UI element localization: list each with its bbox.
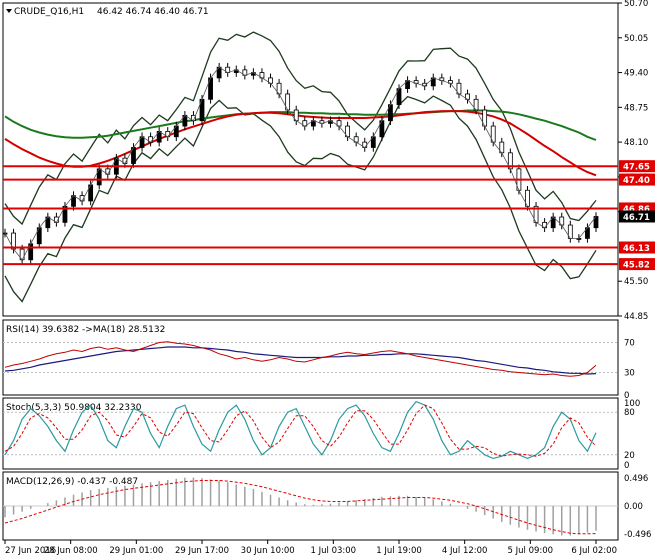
macd-signal-line <box>4 480 597 535</box>
price-close-line <box>4 66 597 261</box>
rsi-tick-label: 0 <box>624 391 629 401</box>
time-tick-label: 6 Jul 02:00 <box>571 546 617 556</box>
price-tick-label: 48.75 <box>624 103 648 113</box>
stoch-tick-label: 80 <box>624 408 635 418</box>
price-tick-label: 44.85 <box>624 312 648 322</box>
stochastic-label: Stoch(5,3,3) 50.9804 32.2330 <box>6 403 142 413</box>
time-tick-label: 1 Jul 19:00 <box>376 546 422 556</box>
time-tick-label: 29 Jun 01:00 <box>109 546 163 556</box>
bollinger-lower-line <box>4 95 597 303</box>
rsi-tick-label: 70 <box>624 339 635 349</box>
rsi-tick-label: 30 <box>624 369 635 379</box>
level-badge <box>619 160 655 173</box>
stoch-tick-label: 0 <box>624 461 629 471</box>
ohlc-label: 46.42 46.74 46.40 46.71 <box>97 7 209 17</box>
macd-tick-label: 0.00 <box>624 502 643 512</box>
time-tick-label: 29 Jun 17:00 <box>175 546 229 556</box>
price-tick-label: 49.40 <box>624 69 648 79</box>
stoch-k-line <box>4 400 597 460</box>
macd-tick-label: 0.496 <box>624 474 648 484</box>
instrument-label: CRUDE_Q16,H1 <box>14 7 84 17</box>
price-panel: CRUDE_Q16,H1 46.42 46.74 46.40 46.71 50.… <box>2 0 655 322</box>
rsi-panel: RSI(14) 39.6382 ->MA(18) 28.5132 70 30 0 <box>2 319 635 401</box>
time-tick-label: 5 Jul 09:00 <box>508 546 554 556</box>
current-price-label: 46.71 <box>623 213 650 223</box>
bollinger-upper-line <box>4 31 597 226</box>
current-price-badge <box>619 210 655 223</box>
level-label: 47.40 <box>623 176 650 186</box>
ema-slow-line <box>4 109 597 141</box>
price-tick-label: 50.05 <box>624 34 648 44</box>
instrument-arrow-icon <box>6 9 12 13</box>
level-label: 46.86 <box>623 205 650 215</box>
stoch-tick-label: 100 <box>624 399 640 409</box>
level-label: 47.65 <box>623 163 650 173</box>
price-tick-label: 50.70 <box>624 0 648 9</box>
support-resistance-levels: 47.65 47.40 46.86 46.13 45.82 46.71 <box>3 160 655 271</box>
price-tick-label: 48.10 <box>624 138 648 148</box>
time-tick-label: 30 Jun 10:00 <box>241 546 295 556</box>
price-bar-body <box>593 216 599 229</box>
ema-medium-line <box>4 110 597 177</box>
level-badge <box>619 241 655 254</box>
macd-series-group: 0.496 0.00 -0.496 <box>3 474 651 540</box>
time-tick-label: 27 Jun 2016 <box>5 546 56 556</box>
level-label: 45.82 <box>623 261 650 271</box>
time-tick-label: 28 Jun 08:00 <box>44 546 98 556</box>
level-label: 46.13 <box>623 244 650 254</box>
macd-tick-label: -0.496 <box>624 530 651 540</box>
time-tick-label: 4 Jul 12:00 <box>442 546 488 556</box>
rsi-series-group: 70 30 0 <box>3 339 635 401</box>
stoch-d-line <box>4 404 597 457</box>
stoch-tick-label: 20 <box>624 451 635 461</box>
level-badge <box>619 173 655 186</box>
level-badge <box>619 258 655 271</box>
macd-label: MACD(12,26,9) -0.437 -0.487 <box>6 477 138 487</box>
rsi-line <box>4 341 597 377</box>
price-series-group <box>2 31 599 303</box>
rsi-ma-line <box>4 346 597 375</box>
rsi-label: RSI(14) 39.6382 ->MA(18) 28.5132 <box>6 325 165 335</box>
price-panel-frame <box>2 2 619 317</box>
macd-panel: MACD(12,26,9) -0.437 -0.487 0.496 0.00 -0.… <box>2 471 651 541</box>
time-tick-label: 1 Jul 03:00 <box>311 546 357 556</box>
price-tick-label: 45.50 <box>624 277 648 287</box>
